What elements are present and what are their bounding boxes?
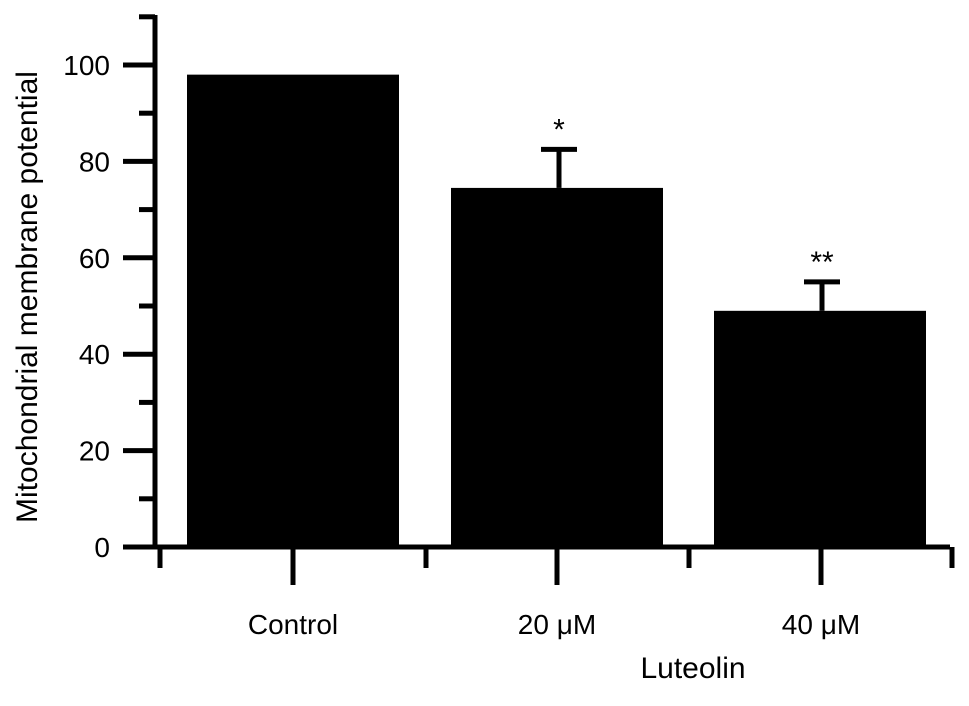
- x-axis-tick-labels: Control 20 μM 40 μM: [248, 609, 860, 640]
- bar: [451, 187, 663, 547]
- significance-annotations: ***: [553, 113, 834, 279]
- x-axis-label: Luteolin: [640, 652, 745, 685]
- y-tick-label: 40: [79, 339, 110, 370]
- y-axis-ticks: 0 20 40 60 80 100: [63, 14, 155, 563]
- y-axis-label: Mitochondrial membrane potential: [11, 71, 44, 523]
- error-bars: [541, 146, 840, 311]
- bar: [187, 74, 399, 547]
- x-tick-label: 20 μM: [518, 609, 596, 640]
- y-tick-label: 0: [94, 532, 110, 563]
- y-tick-label: 100: [63, 50, 110, 81]
- y-tick-label: 80: [79, 146, 110, 177]
- bars: [187, 74, 926, 547]
- y-tick-label: 60: [79, 243, 110, 274]
- error-bar: [804, 279, 840, 311]
- significance-label: **: [810, 246, 834, 279]
- x-axis-ticks: [157, 547, 955, 585]
- significance-label: *: [553, 113, 565, 146]
- bar: [714, 310, 926, 547]
- y-tick-label: 20: [79, 436, 110, 467]
- error-bar: [541, 146, 577, 188]
- x-tick-label: 40 μM: [782, 609, 860, 640]
- x-tick-label: Control: [248, 609, 338, 640]
